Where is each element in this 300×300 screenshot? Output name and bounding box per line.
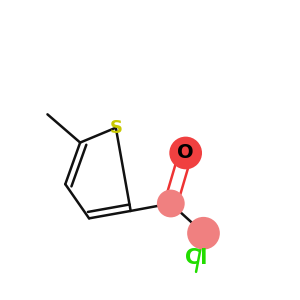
Circle shape: [157, 190, 185, 218]
Text: S: S: [109, 119, 122, 137]
Circle shape: [169, 136, 202, 169]
Text: Cl: Cl: [185, 248, 207, 268]
Circle shape: [187, 217, 220, 250]
Text: O: O: [177, 143, 194, 163]
